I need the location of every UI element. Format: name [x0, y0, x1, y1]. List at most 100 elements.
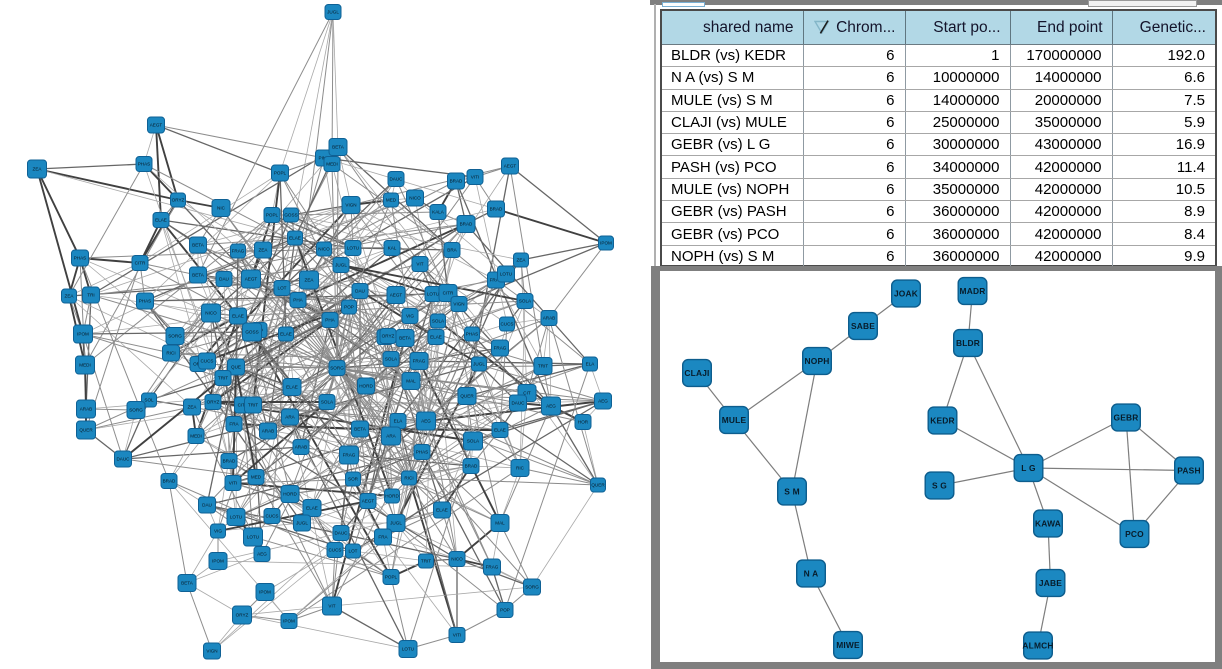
svg-text:IPOM: IPOM	[283, 619, 295, 624]
svg-text:HORD: HORD	[359, 384, 373, 389]
svg-text:SOR: SOR	[348, 477, 359, 482]
svg-text:FRAG: FRAG	[486, 565, 499, 570]
svg-text:NICO: NICO	[451, 557, 463, 562]
svg-text:VIT: VIT	[328, 604, 335, 609]
svg-text:ELA: ELA	[394, 419, 404, 424]
svg-text:FRAG: FRAG	[413, 359, 426, 364]
svg-text:POP: POP	[344, 305, 354, 310]
svg-text:LOTU: LOTU	[500, 272, 512, 277]
svg-text:ARAB: ARAB	[543, 316, 556, 321]
svg-text:QUER: QUER	[591, 483, 605, 488]
svg-text:ORYZ: ORYZ	[172, 198, 185, 203]
svg-text:SORG: SORG	[168, 334, 182, 339]
svg-text:AEG: AEG	[598, 399, 608, 404]
svg-text:POPL: POPL	[385, 575, 398, 580]
svg-text:ZEA: ZEA	[33, 167, 43, 172]
svg-text:SOLA: SOLA	[385, 357, 398, 362]
svg-text:VIG: VIG	[214, 529, 222, 534]
svg-text:MEDI: MEDI	[190, 434, 201, 439]
svg-text:VITI: VITI	[453, 633, 461, 638]
svg-text:CIT: CIT	[523, 391, 531, 396]
svg-text:LOTU: LOTU	[230, 515, 242, 520]
svg-text:ARAB: ARAB	[80, 407, 93, 412]
svg-text:POPL: POPL	[266, 213, 279, 218]
svg-text:HOR: HOR	[578, 420, 589, 425]
svg-text:POP: POP	[500, 608, 510, 613]
svg-text:ZEA: ZEA	[188, 405, 198, 410]
svg-text:GOSS: GOSS	[284, 213, 297, 218]
svg-text:ELAE: ELAE	[306, 506, 318, 511]
svg-text:SOLA: SOLA	[467, 439, 480, 444]
svg-text:TRIT: TRIT	[248, 403, 258, 408]
svg-text:VITI: VITI	[229, 481, 237, 486]
svg-text:BRAD: BRAD	[460, 222, 473, 227]
svg-text:SOLA: SOLA	[321, 400, 334, 405]
svg-text:QUER: QUER	[79, 428, 93, 433]
svg-text:BRA: BRA	[447, 248, 457, 253]
svg-text:ARA: ARA	[285, 415, 295, 420]
svg-text:BRAD: BRAD	[163, 479, 176, 484]
svg-text:GEBR: GEBR	[1114, 413, 1139, 423]
svg-text:LOTU: LOTU	[347, 246, 359, 251]
svg-text:VIGN: VIGN	[453, 302, 464, 307]
svg-text:ZEA: ZEA	[305, 278, 315, 283]
svg-text:TRIT: TRIT	[538, 364, 548, 369]
svg-text:VITI: VITI	[471, 175, 479, 180]
svg-text:ELAE: ELAE	[430, 335, 442, 340]
svg-text:ELAE: ELAE	[494, 428, 506, 433]
svg-text:LOTU: LOTU	[247, 535, 259, 540]
svg-text:VIG: VIG	[406, 314, 414, 319]
svg-text:SORG: SORG	[525, 585, 539, 590]
svg-text:PHAS: PHAS	[139, 299, 152, 304]
svg-text:FRA: FRA	[229, 422, 239, 427]
svg-text:HORD: HORD	[283, 492, 297, 497]
svg-text:ELAE: ELAE	[155, 218, 167, 223]
svg-text:SORG: SORG	[330, 366, 344, 371]
svg-text:NOPH: NOPH	[805, 356, 830, 366]
svg-text:FRAG: FRAG	[494, 346, 507, 351]
svg-text:QUER: QUER	[460, 394, 474, 399]
svg-text:IPOM: IPOM	[600, 241, 612, 246]
svg-text:MAL: MAL	[406, 379, 416, 384]
svg-text:BETA: BETA	[192, 243, 205, 248]
svg-text:NICO: NICO	[318, 247, 330, 252]
svg-text:AEGT: AEGT	[390, 293, 403, 298]
svg-text:GOSS: GOSS	[245, 330, 258, 335]
svg-text:CUCS: CUCS	[200, 359, 213, 364]
svg-text:JUGL: JUGL	[390, 521, 402, 526]
svg-text:SOL: SOL	[144, 398, 154, 403]
svg-text:JUGL: JUGL	[473, 362, 485, 367]
svg-text:DAU: DAU	[355, 289, 365, 294]
svg-text:SABE: SABE	[851, 321, 875, 331]
svg-text:VIGN: VIGN	[206, 649, 217, 654]
svg-text:LOT: LOT	[278, 286, 287, 291]
svg-text:CUCS: CUCS	[265, 514, 278, 519]
svg-text:ELAE: ELAE	[232, 314, 244, 319]
svg-text:DAUC: DAUC	[334, 531, 348, 536]
svg-text:AEG: AEG	[257, 552, 267, 557]
svg-text:POPL: POPL	[274, 171, 287, 176]
svg-text:N A: N A	[804, 569, 819, 579]
svg-text:TRIT: TRIT	[218, 376, 228, 381]
svg-text:CUCS: CUCS	[500, 322, 513, 327]
svg-text:ELAE: ELAE	[280, 332, 292, 337]
svg-text:ZEA: ZEA	[259, 248, 269, 253]
svg-text:MAL: MAL	[495, 521, 505, 526]
svg-text:JUGL: JUGL	[327, 10, 339, 15]
svg-text:MED: MED	[251, 475, 262, 480]
svg-text:QUE: QUE	[231, 365, 241, 370]
svg-text:FRAG: FRAG	[490, 278, 503, 283]
svg-text:S M: S M	[784, 487, 800, 497]
svg-text:S G: S G	[932, 481, 947, 491]
svg-text:AEGT: AEGT	[150, 123, 163, 128]
svg-text:SORG: SORG	[129, 408, 143, 413]
svg-text:SOLA: SOLA	[519, 299, 532, 304]
svg-text:PHAS: PHAS	[416, 450, 429, 455]
svg-text:KALA: KALA	[432, 210, 445, 215]
svg-text:BETA: BETA	[181, 581, 194, 586]
svg-text:BLDR: BLDR	[956, 338, 980, 348]
svg-text:VIGN: VIGN	[345, 203, 356, 208]
svg-text:DAU: DAU	[219, 277, 229, 282]
svg-text:AEGT: AEGT	[245, 277, 258, 282]
svg-text:SOLA: SOLA	[432, 319, 445, 324]
